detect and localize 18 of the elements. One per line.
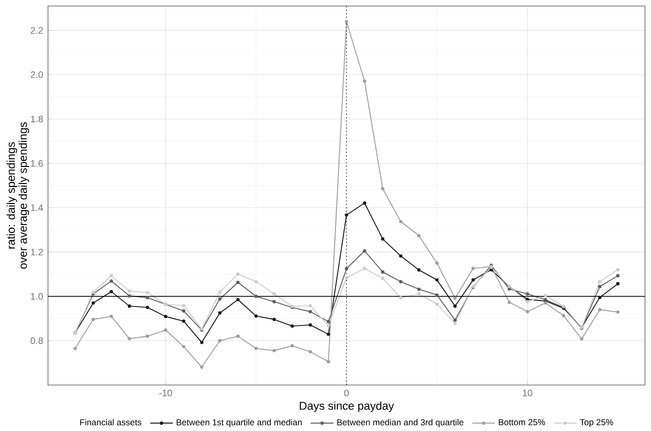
y-tick-label: 0.8 — [30, 337, 43, 344]
legend-label: Bottom 25% — [498, 419, 546, 426]
x-tick-label: -10 — [159, 390, 172, 396]
y-tick-label: 1.6 — [31, 160, 43, 167]
legend-label: Between median and 3rd quartile — [337, 419, 464, 428]
y-tick-label: 1.0 — [31, 293, 43, 300]
x-axis-title: Days since payday — [300, 401, 394, 412]
legend-label: Top 25% — [580, 419, 614, 427]
y-tick-label: 2.2 — [30, 27, 43, 34]
y-tick-label: 2.0 — [30, 71, 43, 78]
y-tick-label: 1.2 — [31, 248, 43, 256]
legend-title: Financial assets — [80, 419, 142, 426]
y-axis-title: ratio: daily spendings over average daily spendings — [6, 122, 30, 269]
y-tick-label: 1.8 — [31, 116, 43, 122]
x-tick-label: 0 — [344, 390, 349, 396]
legend-label: Between 1st quartile and median — [176, 419, 302, 428]
y-tick-label: 1.4 — [31, 204, 44, 211]
x-tick-label: 10 — [522, 390, 532, 396]
